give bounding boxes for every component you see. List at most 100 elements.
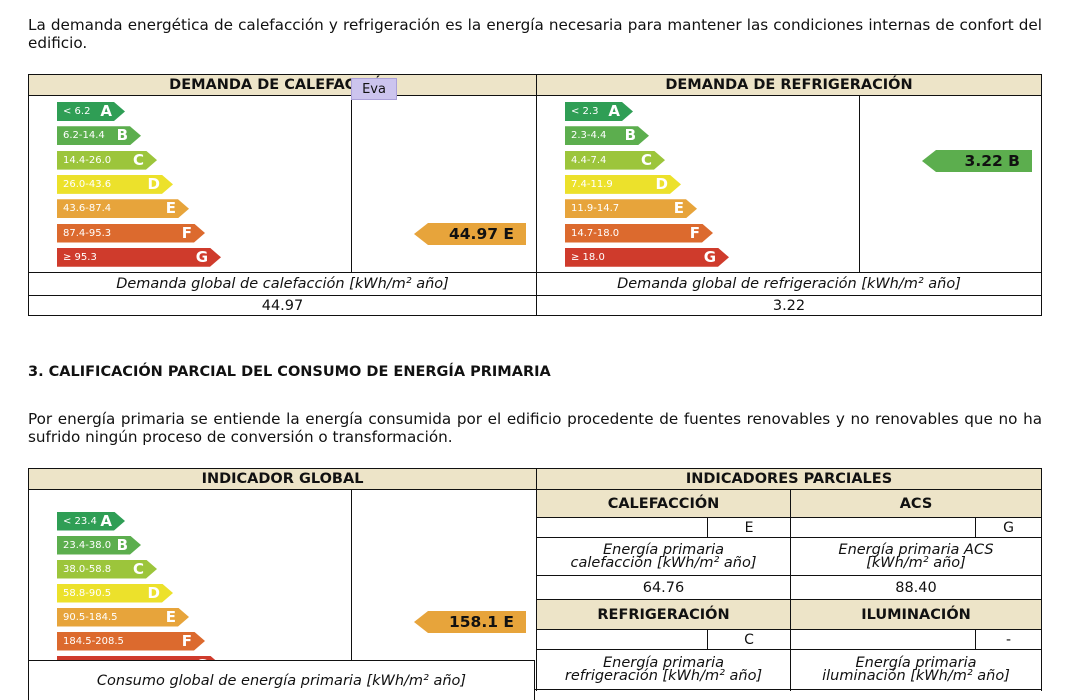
scale-bar-letter: F [181, 631, 192, 650]
user-tooltip: Eva [351, 78, 397, 100]
cooling-partial-label: Energía primaria refrigeración [kWh/m² a… [536, 649, 791, 690]
scale-bar-b: 6.2-14.4 B [57, 126, 141, 145]
scale-bar-letter: B [624, 126, 636, 145]
cooling-rating-pointer: 3.22 B [922, 150, 1032, 172]
scale-bar-range: 87.4-95.3 [63, 227, 112, 239]
scale-bar-letter: B [116, 535, 128, 554]
scale-bar-letter: E [673, 199, 684, 218]
heating-partial-label: Energía primaria calefacción [kWh/m² año… [536, 537, 791, 576]
lighting-partial-header: ILUMINACIÓN [790, 599, 1042, 630]
scale-bar-letter: A [100, 102, 112, 120]
scale-bar-range: ≥ 95.3 [63, 251, 97, 263]
heating-partial-label-line1: Energía primaria [602, 541, 725, 558]
global-consumption-label: Consumo global de energía primaria [kWh/… [96, 673, 467, 689]
scale-bar-f: 87.4-95.3 F [57, 224, 205, 243]
scale-bar-a: < 2.3 A [565, 102, 633, 121]
acs-partial-header: ACS [790, 489, 1042, 518]
heating-global-label: Demanda global de calefacción [kWh/m² añ… [28, 272, 537, 296]
global-rating-scale: < 23.4 A 23.4-38.0 B 38.0-58.8 C 58.8-90.5 D 90.… [29, 506, 351, 674]
cooling-partial-label-line1: Energía primaria [602, 654, 725, 671]
scale-bar-range: < 23.4 [63, 515, 97, 527]
scale-bar-range: 11.9-14.7 [571, 203, 620, 215]
lighting-partial-spacer [790, 629, 976, 650]
scale-bar-letter: G [703, 247, 716, 266]
scale-bar-letter: C [132, 559, 144, 578]
heating-rating-scale: < 6.2 A 6.2-14.4 B 14.4-26.0 C 26.0-43.6 D 43.6-… [29, 96, 351, 272]
cooling-global-label: Demanda global de refrigeración [kWh/m² … [536, 272, 1042, 296]
scale-bar-range: ≥ 18.0 [571, 251, 605, 263]
demand-table: DEMANDA DE CALEFACCIÓN DEMANDA DE REFRIG… [28, 74, 1042, 316]
scale-bar-range: 184.5-208.5 [63, 635, 124, 647]
heating-global-value: 44.97 [28, 295, 537, 316]
scale-bar-letter: E [165, 607, 176, 626]
scale-bar-range: 23.4-38.0 [63, 539, 112, 551]
acs-partial-value: 88.40 [790, 575, 1042, 600]
scale-bar-a: < 23.4 A [57, 512, 125, 531]
scale-bar-e: 11.9-14.7 E [565, 199, 697, 218]
acs-partial-label-line2: [kWh/m² año] [866, 554, 966, 571]
scale-bar-letter: D [147, 583, 160, 602]
heating-rating-pointer: 44.97 E [414, 223, 526, 245]
cooling-rating-cell: 3.22 B [859, 95, 1042, 273]
scale-bar-range: 14.7-18.0 [571, 227, 620, 239]
cooling-demand-header: DEMANDA DE REFRIGERACIÓN [536, 74, 1042, 96]
scale-bar-letter: E [165, 199, 176, 218]
global-indicator-header: INDICADOR GLOBAL [28, 468, 537, 490]
scale-bar-range: 4.4-7.4 [571, 154, 607, 166]
scale-bar-c: 14.4-26.0 C [57, 151, 157, 170]
scale-bar-letter: A [100, 511, 112, 530]
scale-bar-letter: C [132, 150, 144, 169]
partial-indicators-header: INDICADORES PARCIALES [536, 468, 1042, 490]
cooling-scale-cell: < 2.3 A 2.3-4.4 B 4.4-7.4 C 7.4-11.9 D 11.9-14.7… [536, 95, 860, 273]
scale-bar-range: 7.4-11.9 [571, 178, 613, 190]
scale-bar-b: 2.3-4.4 B [565, 126, 649, 145]
heating-partial-spacer [536, 517, 708, 538]
scale-bar-c: 4.4-7.4 C [565, 151, 665, 170]
scale-bar-letter: C [640, 150, 652, 169]
primary-energy-table: INDICADOR GLOBAL INDICADORES PARCIALES <… [28, 468, 1042, 690]
scale-bar-g: ≥ 18.0 G [565, 248, 729, 267]
scale-bar-letter: D [147, 174, 160, 193]
heating-partial-value: 64.76 [536, 575, 791, 600]
scale-bar-d: 58.8-90.5 D [57, 584, 173, 603]
scale-bar-letter: A [608, 102, 620, 120]
scale-bar-range: 26.0-43.6 [63, 178, 112, 190]
scale-bar-g: ≥ 95.3 G [57, 248, 221, 267]
scale-bar-d: 7.4-11.9 D [565, 175, 681, 194]
scale-bar-e: 90.5-184.5 E [57, 608, 189, 627]
scale-bar-range: 90.5-184.5 [63, 611, 118, 623]
cooling-partial-letter: C [707, 629, 791, 650]
heating-demand-header: DEMANDA DE CALEFACCIÓN [28, 74, 537, 96]
scale-bar-range: < 2.3 [571, 106, 599, 117]
lighting-partial-label-line1: Energía primaria [855, 654, 977, 671]
heating-partial-letter: E [707, 517, 791, 538]
scale-bar-b: 23.4-38.0 B [57, 536, 141, 555]
lighting-partial-label-line2: iluminación [kWh/m² año] [822, 667, 1010, 684]
scale-bar-range: < 6.2 [63, 106, 91, 117]
lighting-partial-letter: - [975, 629, 1042, 650]
heating-partial-label-line2: calefacción [kWh/m² año] [570, 554, 757, 571]
cooling-rating-scale: < 2.3 A 2.3-4.4 B 4.4-7.4 C 7.4-11.9 D 11.9-14.7… [537, 96, 859, 272]
scale-bar-f: 14.7-18.0 F [565, 224, 713, 243]
scale-bar-letter: G [195, 247, 208, 266]
acs-partial-label-line1: Energía primaria ACS [838, 541, 994, 558]
scale-bar-range: 14.4-26.0 [63, 154, 112, 166]
scale-bar-letter: B [116, 126, 128, 145]
scale-bar-f: 184.5-208.5 F [57, 632, 205, 651]
cooling-partial-spacer [536, 629, 708, 650]
scale-bar-c: 38.0-58.8 C [57, 560, 157, 579]
heating-scale-cell: < 6.2 A 6.2-14.4 B 14.4-26.0 C 26.0-43.6 D 43.6-… [28, 95, 352, 273]
global-rating-cell: 158.1 E [351, 489, 537, 690]
cooling-global-value: 3.22 [536, 295, 1042, 316]
scale-bar-letter: F [181, 223, 192, 242]
scale-bar-range: 58.8-90.5 [63, 587, 112, 599]
scale-bar-a: < 6.2 A [57, 102, 125, 121]
intro-paragraph: La demanda energética de calefacción y r… [28, 16, 1042, 52]
scale-bar-range: 6.2-14.4 [63, 130, 105, 142]
section-paragraph: Por energía primaria se entiende la ener… [28, 410, 1042, 446]
global-consumption-cell: Consumo global de energía primaria [kWh/… [28, 660, 535, 700]
heating-rating-cell: 44.97 E [351, 95, 537, 273]
scale-bar-letter: D [655, 174, 668, 193]
scale-bar-range: 38.0-58.8 [63, 563, 112, 575]
scale-bar-range: 43.6-87.4 [63, 203, 112, 215]
